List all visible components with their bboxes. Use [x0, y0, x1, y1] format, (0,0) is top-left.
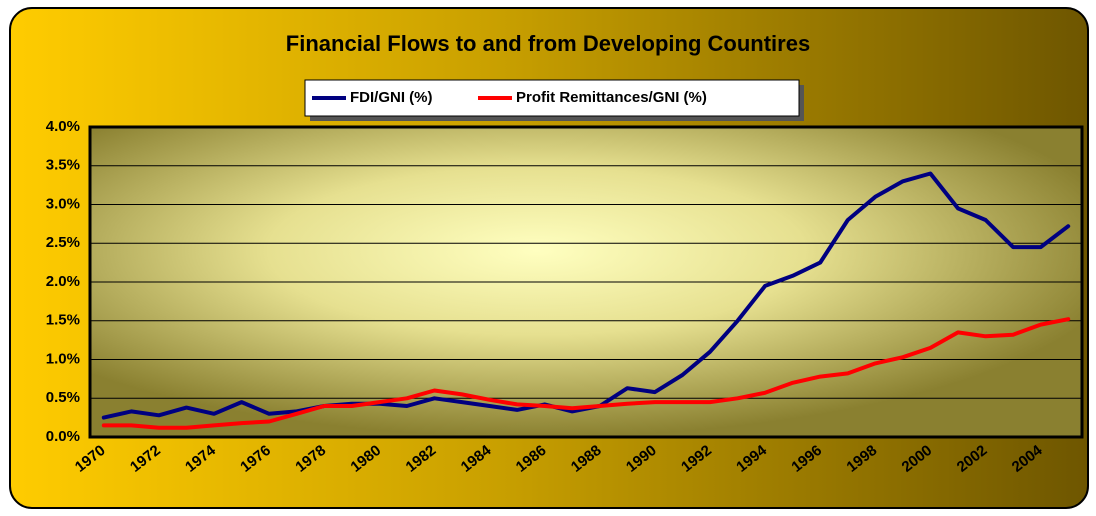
y-tick-label: 1.5%	[46, 312, 80, 329]
y-tick-label: 2.0%	[46, 273, 80, 290]
data-line	[101, 317, 1071, 430]
y-tick-label: 4.0%	[46, 118, 80, 135]
y-tick-label: 2.5%	[46, 234, 80, 251]
legend-label: FDI/GNI (%)	[350, 89, 433, 106]
legend-label: Profit Remittances/GNI (%)	[516, 89, 707, 106]
chart-title: Financial Flows to and from Developing C…	[286, 31, 810, 56]
legend	[304, 79, 800, 117]
y-tick-label: 0.0%	[46, 428, 80, 445]
y-tick-label: 1.0%	[46, 350, 80, 367]
y-tick-label: 3.5%	[46, 157, 80, 174]
y-tick-label: 0.5%	[46, 389, 80, 406]
plot-border	[88, 125, 1084, 439]
y-tick-label: 3.0%	[46, 195, 80, 212]
